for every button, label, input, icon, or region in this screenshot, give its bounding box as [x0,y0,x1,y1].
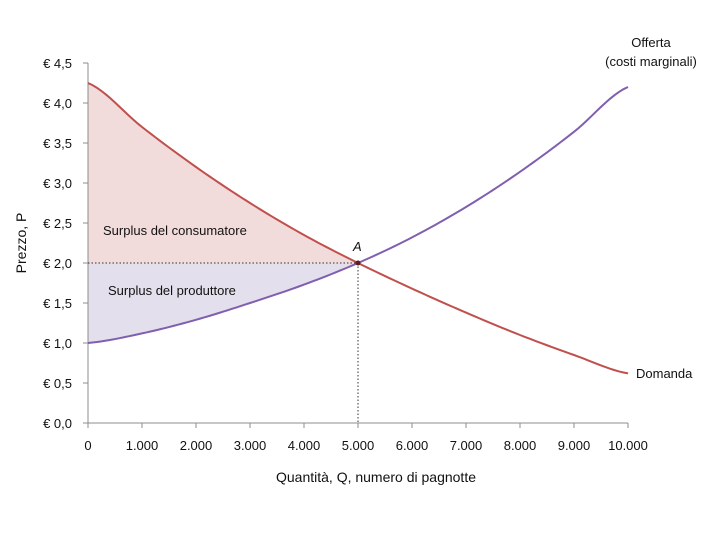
x-tick-label: 6.000 [396,438,429,453]
x-tick-label: 4.000 [288,438,321,453]
x-tick-label: 10.000 [608,438,648,453]
equilibrium-guides [88,262,359,423]
x-tick-label: 0 [84,438,91,453]
producer-surplus-label: Surplus del produttore [108,283,236,298]
y-tick-label: € 2,5 [43,216,72,231]
y-tick-label: € 3,0 [43,176,72,191]
x-tick-label: 8.000 [504,438,537,453]
y-tick-label: € 1,0 [43,336,72,351]
supply-curve-label: Offerta [631,35,671,50]
y-tick-label: € 4,0 [43,96,72,111]
equilibrium-point [355,260,361,266]
producer-surplus-area [88,263,358,343]
consumer-surplus-label: Surplus del consumatore [103,223,247,238]
x-tick-label: 1.000 [126,438,159,453]
x-tick-label: 9.000 [558,438,591,453]
y-tick-label: € 4,5 [43,56,72,71]
supply-curve-sublabel: (costi marginali) [605,54,697,69]
y-tick-label: € 3,5 [43,136,72,151]
axes [83,62,629,428]
consumer-surplus-area [88,83,358,263]
x-tick-label: 3.000 [234,438,267,453]
x-tick-label: 7.000 [450,438,483,453]
y-tick-label: € 1,5 [43,296,72,311]
y-axis-label: Prezzo, P [13,213,29,274]
curves [87,82,629,375]
tick-labels: € 0,0 € 0,5 € 1,0 € 1,5 € 2,0 € 2,5 € 3,0 € 3,5… [43,56,648,453]
y-tick-label: € 0,0 [43,416,72,431]
y-tick-label: € 2,0 [43,256,72,271]
chart-labels: Surplus del consumatore Surplus del prod… [13,35,697,485]
surplus-areas [88,83,358,343]
y-tick-label: € 0,5 [43,376,72,391]
equilibrium-label: A [352,239,362,254]
x-tick-label: 2.000 [180,438,213,453]
x-tick-label: 5.000 [342,438,375,453]
x-axis-label: Quantità, Q, numero di pagnotte [276,469,476,485]
demand-curve-label: Domanda [636,366,693,381]
